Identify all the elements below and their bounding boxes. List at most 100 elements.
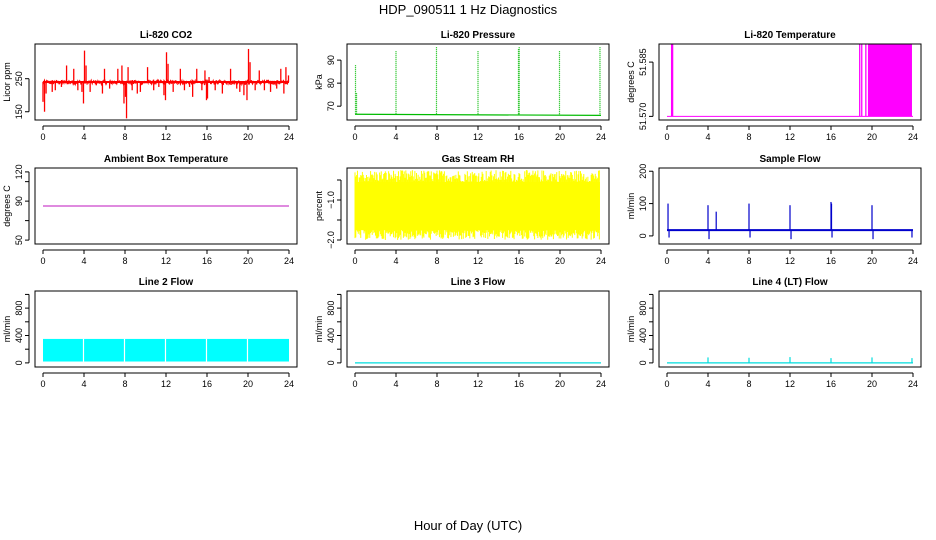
x-tick-label: 20 (867, 132, 877, 142)
x-tick-label: 16 (514, 256, 524, 266)
y-axis-label: ml/min (626, 316, 636, 343)
x-tick-label: 20 (555, 379, 565, 389)
x-tick-label: 20 (555, 256, 565, 266)
x-tick-label: 4 (81, 132, 86, 142)
x-tick-label: 8 (434, 379, 439, 389)
y-tick-label: 0 (638, 360, 648, 365)
x-tick-label: 16 (514, 379, 524, 389)
x-tick-label: 8 (746, 132, 751, 142)
plot-frame (658, 290, 922, 368)
x-tick-label: 20 (243, 132, 253, 142)
y-tick-label: −2.0 (326, 231, 336, 249)
series-baseline (354, 113, 602, 116)
x-tick-label: 0 (664, 132, 669, 142)
x-tick-label: 0 (40, 379, 45, 389)
y-tick-label: 51.570 (638, 103, 648, 131)
x-tick-label: 20 (555, 132, 565, 142)
x-tick-label: 8 (746, 256, 751, 266)
x-tick-label: 12 (161, 256, 171, 266)
x-tick-label: 12 (785, 256, 795, 266)
y-tick-label: 100 (638, 196, 648, 211)
panel-data (667, 201, 913, 240)
x-tick-label: 24 (284, 379, 294, 389)
x-tick-label: 12 (161, 379, 171, 389)
y-axis-label: ml/min (626, 193, 636, 220)
plot-frame (658, 167, 922, 245)
x-tick-label: 24 (284, 256, 294, 266)
plot-frame (658, 43, 922, 121)
y-tick-label: −1.0 (326, 191, 336, 209)
x-tick-label: 12 (785, 132, 795, 142)
x-tick-label: 20 (867, 256, 877, 266)
x-tick-label: 16 (202, 379, 212, 389)
x-tick-label: 24 (596, 132, 606, 142)
x-tick-label: 20 (243, 379, 253, 389)
panel-data (667, 357, 913, 364)
y-tick-label: 50 (14, 235, 24, 245)
x-tick-label: 0 (40, 132, 45, 142)
x-tick-label: 24 (908, 379, 918, 389)
y-tick-label: 0 (638, 233, 648, 238)
plot-frame (34, 167, 298, 245)
panel-title: Line 3 Flow (451, 277, 506, 288)
x-tick-label: 4 (81, 256, 86, 266)
plot-frame (346, 43, 610, 121)
y-tick-label: 400 (638, 328, 648, 343)
y-tick-label: 70 (326, 101, 336, 111)
x-tick-label: 24 (908, 256, 918, 266)
x-tick-label: 16 (826, 256, 836, 266)
panel-3: Ambient Box Temperature 0 4 8 12 16 20 24 50 90 12… (2, 154, 298, 266)
x-tick-label: 0 (664, 256, 669, 266)
y-tick-label: 80 (326, 78, 336, 88)
y-tick-label: 800 (14, 301, 24, 316)
panel-data (354, 170, 600, 240)
filled-block (867, 44, 912, 117)
y-tick-label: 400 (14, 328, 24, 343)
x-tick-label: 0 (664, 379, 669, 389)
y-axis-label: kPa (314, 74, 324, 90)
panel-2: Li-820 Temperature 0 4 8 12 16 20 24 51.570 51.58… (626, 30, 922, 142)
y-tick-label: 800 (326, 301, 336, 316)
y-tick-label: 200 (638, 164, 648, 179)
x-tick-label: 8 (122, 256, 127, 266)
panel-data (42, 48, 290, 119)
x-tick-label: 4 (81, 379, 86, 389)
x-tick-label: 12 (473, 132, 483, 142)
x-tick-label: 24 (596, 256, 606, 266)
x-tick-label: 20 (867, 379, 877, 389)
x-tick-label: 4 (705, 132, 710, 142)
y-tick-label: 800 (638, 301, 648, 316)
x-tick-label: 16 (202, 256, 212, 266)
plot-frame (34, 290, 298, 368)
panel-title: Li-820 Temperature (744, 30, 836, 41)
plot-frame (346, 290, 610, 368)
panel-5: Sample Flow 0 4 8 12 16 20 24 0 100 200 ml/min (626, 154, 922, 266)
x-tick-label: 24 (284, 132, 294, 142)
y-tick-label: 120 (14, 164, 24, 179)
x-tick-label: 4 (393, 256, 398, 266)
x-tick-label: 8 (434, 256, 439, 266)
panel-data (667, 44, 913, 117)
x-tick-label: 24 (908, 132, 918, 142)
x-tick-label: 0 (352, 379, 357, 389)
x-tick-label: 8 (434, 132, 439, 142)
panel-title: Line 4 (LT) Flow (752, 277, 828, 288)
panel-title: Sample Flow (759, 154, 820, 165)
panel-title: Ambient Box Temperature (104, 154, 229, 165)
y-axis-label: ml/min (314, 316, 324, 343)
x-tick-label: 16 (514, 132, 524, 142)
x-tick-label: 12 (473, 379, 483, 389)
panel-title: Li-820 CO2 (140, 30, 193, 41)
x-tick-label: 8 (122, 379, 127, 389)
x-tick-label: 20 (243, 256, 253, 266)
x-tick-label: 0 (352, 132, 357, 142)
x-tick-label: 4 (393, 379, 398, 389)
x-tick-label: 8 (122, 132, 127, 142)
y-tick-label: 150 (14, 104, 24, 119)
panel-title: Line 2 Flow (139, 277, 194, 288)
